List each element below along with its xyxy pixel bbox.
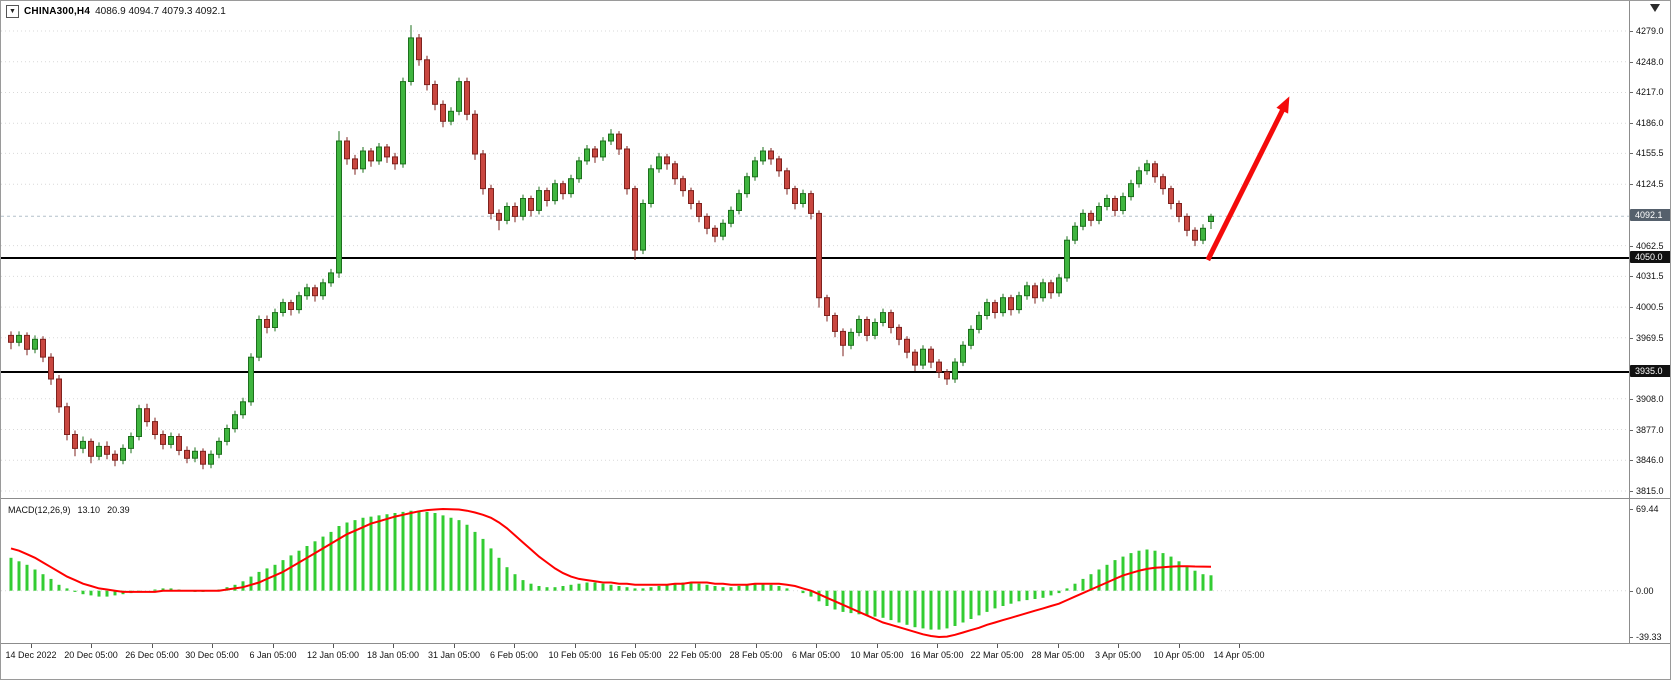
time-label: 6 Mar 05:00 xyxy=(791,650,841,660)
ohlc-values: 4086.9 4094.7 4079.3 4092.1 xyxy=(95,6,226,17)
price-badge: 3935.0 xyxy=(1630,365,1670,377)
time-tick xyxy=(333,644,334,648)
time-tick xyxy=(997,644,998,648)
time-label: 16 Feb 05:00 xyxy=(608,650,662,660)
price-axis[interactable]: 4279.0 4248.0 4217.0 4186.0 4155.5 4124.5 4062… xyxy=(1629,1,1670,661)
panel-separator[interactable] xyxy=(1,498,1670,499)
chart-shift-marker-icon[interactable] xyxy=(1650,4,1660,12)
time-label: 22 Feb 05:00 xyxy=(668,650,722,660)
time-tick xyxy=(514,644,515,648)
price-badge: 4092.1 xyxy=(1630,209,1670,221)
price-tick-label: 3877.0 xyxy=(1629,425,1664,435)
time-label: 18 Jan 05:00 xyxy=(366,650,420,660)
time-tick xyxy=(937,644,938,648)
macd-main-value: 13.10 xyxy=(77,505,101,515)
time-label: 30 Dec 05:00 xyxy=(185,650,239,660)
price-tick-label: 3815.0 xyxy=(1629,486,1664,496)
time-tick xyxy=(31,644,32,648)
time-tick xyxy=(1179,644,1180,648)
candlestick-chart[interactable] xyxy=(1,1,1629,498)
time-axis-separator xyxy=(1,643,1670,644)
time-label: 31 Jan 05:00 xyxy=(427,650,481,660)
trend-arrow-head xyxy=(1276,96,1290,114)
price-tick-label: 3846.0 xyxy=(1629,455,1664,465)
macd-axis-label: -39.33 xyxy=(1629,632,1662,642)
time-label: 12 Jan 05:00 xyxy=(306,650,360,660)
time-label: 22 Mar 05:00 xyxy=(970,650,1024,660)
price-tick-label: 4217.0 xyxy=(1629,87,1664,97)
time-tick xyxy=(91,644,92,648)
time-label: 10 Mar 05:00 xyxy=(850,650,904,660)
macd-signal-value: 20.39 xyxy=(107,505,130,515)
price-tick-label: 4031.5 xyxy=(1629,271,1664,281)
price-tick-label: 4186.0 xyxy=(1629,118,1664,128)
time-tick xyxy=(695,644,696,648)
time-label: 6 Jan 05:00 xyxy=(249,650,297,660)
chevron-down-icon: ▼ xyxy=(9,8,16,15)
time-tick xyxy=(1239,644,1240,648)
symbol-timeframe-label: CHINA300,H4 xyxy=(24,6,91,17)
macd-indicator-name: MACD(12,26,9) xyxy=(8,505,71,515)
price-tick-label: 4248.0 xyxy=(1629,57,1664,67)
time-label: 10 Apr 05:00 xyxy=(1153,650,1205,660)
time-tick xyxy=(635,644,636,648)
macd-axis-label: 0.00 xyxy=(1629,586,1654,596)
time-tick xyxy=(454,644,455,648)
axis-separator-line xyxy=(1629,1,1630,662)
time-label: 14 Apr 05:00 xyxy=(1213,650,1265,660)
time-label: 28 Mar 05:00 xyxy=(1031,650,1085,660)
price-tick-label: 4124.5 xyxy=(1629,179,1664,189)
time-tick xyxy=(393,644,394,648)
macd-label: MACD(12,26,9) 13.10 20.39 xyxy=(8,505,130,515)
price-tick-label: 4062.5 xyxy=(1629,241,1664,251)
price-badge: 4050.0 xyxy=(1630,251,1670,263)
symbol-info-bar: ▼ CHINA300,H4 4086.9 4094.7 4079.3 4092.… xyxy=(6,5,226,18)
time-tick xyxy=(816,644,817,648)
macd-axis-label: 69.44 xyxy=(1629,504,1659,514)
symbol-dropdown-icon[interactable]: ▼ xyxy=(6,5,19,18)
time-label: 14 Dec 2022 xyxy=(5,650,57,660)
time-label: 10 Feb 05:00 xyxy=(548,650,602,660)
time-axis[interactable]: 14 Dec 2022 20 Dec 05:00 26 Dec 05:00 30 De… xyxy=(1,644,1670,679)
trend-arrow[interactable] xyxy=(1205,104,1288,262)
time-label: 16 Mar 05:00 xyxy=(910,650,964,660)
price-tick-label: 3969.5 xyxy=(1629,333,1664,343)
time-tick xyxy=(756,644,757,648)
price-tick-label: 3908.0 xyxy=(1629,394,1664,404)
time-tick xyxy=(152,644,153,648)
time-tick xyxy=(212,644,213,648)
price-tick-label: 4155.5 xyxy=(1629,148,1664,158)
time-tick xyxy=(575,644,576,648)
time-tick xyxy=(1058,644,1059,648)
time-label: 20 Dec 05:00 xyxy=(64,650,118,660)
time-label: 6 Feb 05:00 xyxy=(489,650,539,660)
macd-indicator-panel[interactable] xyxy=(1,501,1629,643)
time-tick xyxy=(273,644,274,648)
time-tick xyxy=(877,644,878,648)
time-label: 3 Apr 05:00 xyxy=(1094,650,1142,660)
time-tick xyxy=(1118,644,1119,648)
price-tick-label: 4279.0 xyxy=(1629,26,1664,36)
time-label: 26 Dec 05:00 xyxy=(125,650,179,660)
price-tick-label: 4000.5 xyxy=(1629,302,1664,312)
time-label: 28 Feb 05:00 xyxy=(729,650,783,660)
